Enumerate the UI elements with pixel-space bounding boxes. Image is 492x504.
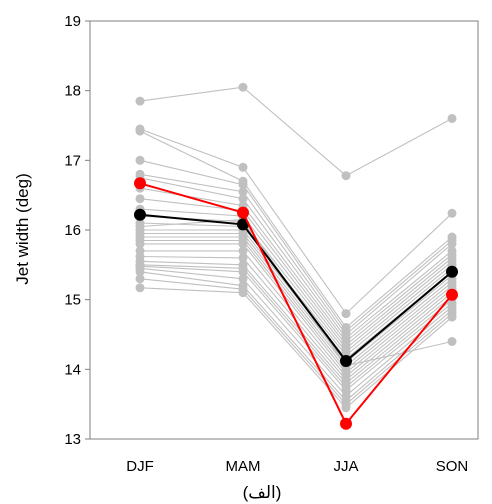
y-axis: 13 14 15 16 17 18 19 [64,13,90,448]
y-tick-label: 13 [64,431,81,448]
mean-point [340,355,352,367]
ensemble-line [139,260,453,385]
ensemble-line [140,236,453,367]
ensemble-point [238,239,248,249]
ensemble-line [139,187,453,343]
ensemble-line [139,173,453,336]
ensemble-point [238,162,248,172]
ensemble-line [139,264,453,388]
highlight-point [340,417,352,430]
mean-point [134,208,146,221]
y-tick-label: 16 [64,222,81,239]
x-tick-label: JJA [333,458,358,475]
ensemble-point [135,222,145,231]
ensemble-point [238,180,248,190]
ensemble-point [238,274,248,284]
ensemble-line [139,222,453,357]
ensemble-point [238,187,248,197]
y-tick-label: 19 [64,13,81,30]
mean-line [139,213,453,363]
ensemble-line [139,198,453,346]
y-tick-label: 14 [64,361,81,378]
ensemble-point [238,288,248,298]
ensemble-point [135,96,145,106]
y-tick-label: 17 [64,152,81,169]
highlight-point [134,177,146,190]
ensemble-line [140,232,453,364]
ensemble-line [139,86,453,177]
x-tick-label: MAM [226,458,261,475]
ensemble-point [135,274,145,284]
mean-point [446,265,458,278]
x-tick-label: DJF [126,458,154,475]
highlight-line [139,182,453,426]
series-lines [134,177,458,430]
ensemble-point [238,267,248,277]
ensemble-line [139,130,453,329]
ensemble-line [139,267,453,397]
ensemble-line [140,250,453,378]
ensemble-point [447,312,457,322]
ensemble-line [139,265,453,391]
ensemble-point [341,309,351,319]
mean-point [237,218,249,231]
ensemble-point [447,208,457,218]
ensemble-point [135,239,145,249]
ensemble-line [140,239,453,371]
highlight-point [237,206,249,219]
y-axis-label: Jet width (deg) [13,173,32,285]
ensemble-line [140,243,453,374]
ensemble-point [135,194,145,204]
x-axis: DJF MAM JJA SON [126,458,468,475]
ensemble-point [447,239,457,249]
ensemble-point [238,194,248,204]
ensemble-point [447,337,457,346]
ensemble-point [135,155,145,165]
ensemble-line [139,287,453,409]
y-tick-label: 18 [64,83,81,100]
ensemble-point [135,126,145,136]
y-tick-label: 15 [64,292,81,309]
ensemble-line [139,159,453,332]
ensemble-line [139,177,453,339]
ensemble-point [447,114,457,123]
ensemble-lines [135,82,457,413]
ensemble-point [135,267,145,277]
ensemble-point [238,82,248,92]
ensemble-line [139,128,453,315]
ensemble-point [341,403,351,413]
ensemble-point [238,246,248,256]
ensemble-point [341,171,351,181]
ensemble-line [139,208,453,350]
ensemble-line [139,271,453,402]
x-tick-label: SON [436,458,469,475]
ensemble-point [135,283,145,293]
highlight-point [446,288,458,301]
figure-caption: (الف) [243,483,282,502]
ensemble-point [238,253,248,263]
